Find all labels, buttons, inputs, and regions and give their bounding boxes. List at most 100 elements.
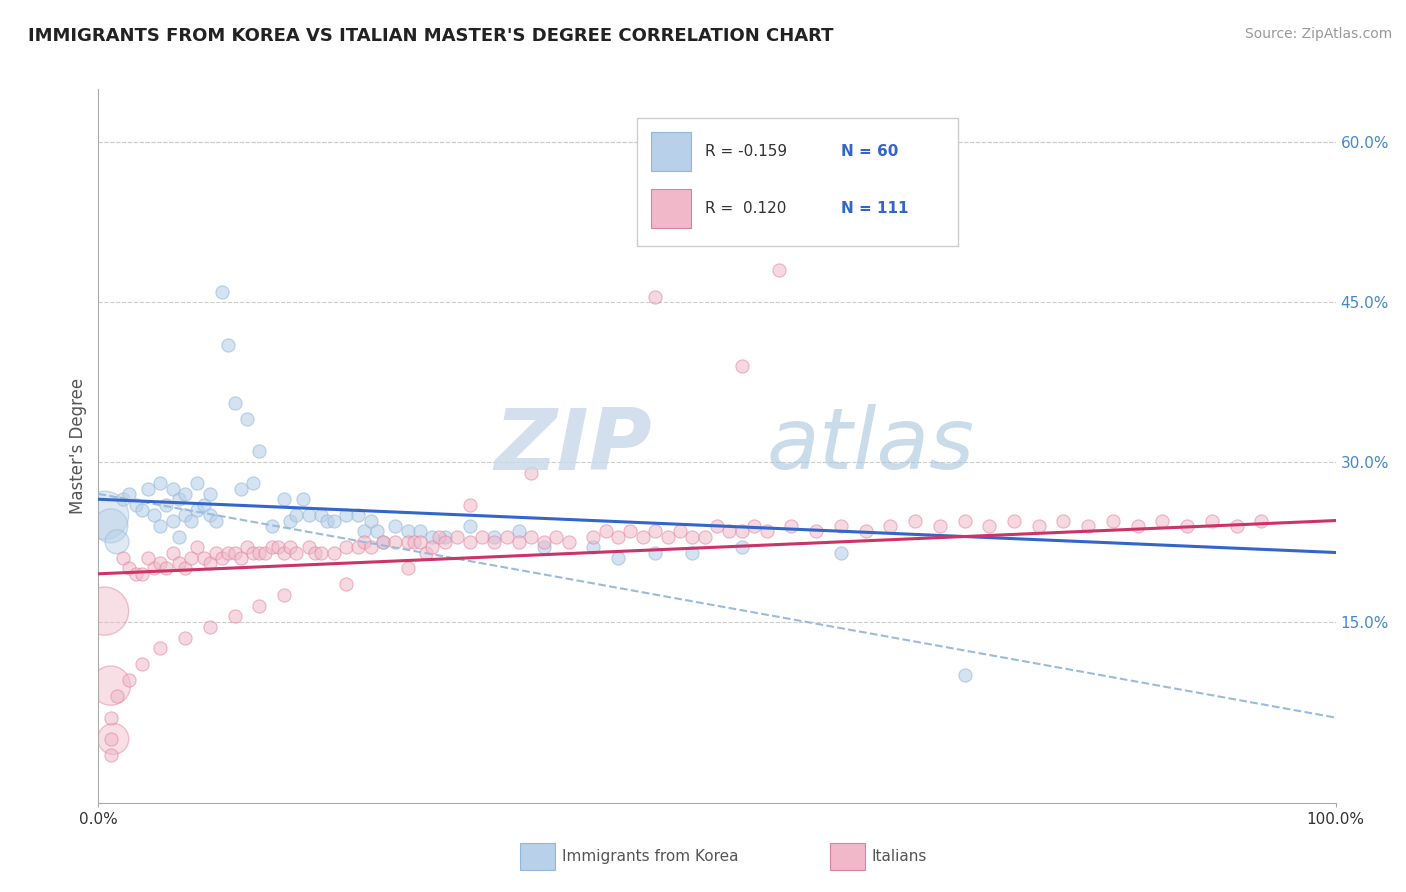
Point (211, 550, 233, 565)
Point (433, 534, 456, 549)
Point (353, 524, 375, 539)
Point (1028, 519, 1050, 533)
Point (162, 514, 184, 528)
Point (804, 231, 827, 245)
Point (260, 519, 283, 533)
Point (557, 534, 579, 549)
Point (422, 529, 444, 543)
FancyBboxPatch shape (637, 118, 959, 246)
Point (273, 588, 295, 602)
Point (112, 492, 135, 507)
Point (236, 412, 259, 426)
Point (247, 545, 270, 559)
Point (198, 620, 221, 634)
Point (830, 545, 852, 559)
Point (162, 545, 184, 559)
Point (681, 529, 703, 543)
Point (229, 550, 252, 565)
Point (278, 540, 301, 554)
Point (347, 508, 370, 523)
Point (347, 540, 370, 554)
Point (755, 524, 778, 539)
Point (193, 550, 215, 565)
Point (508, 524, 530, 539)
Point (582, 540, 605, 554)
Point (533, 534, 555, 549)
Point (304, 545, 326, 559)
Point (260, 540, 283, 554)
Point (118, 673, 141, 688)
Point (180, 550, 202, 565)
Point (360, 514, 382, 528)
Point (186, 540, 208, 554)
Point (291, 492, 314, 507)
Point (928, 519, 950, 533)
Point (162, 482, 184, 496)
Point (1250, 514, 1272, 528)
Point (149, 641, 172, 656)
Point (427, 529, 450, 543)
Point (100, 679, 122, 693)
Point (118, 561, 141, 575)
Point (718, 524, 741, 539)
Point (155, 561, 177, 575)
Point (433, 529, 456, 543)
Point (396, 534, 419, 549)
FancyBboxPatch shape (651, 132, 692, 171)
Point (582, 529, 605, 543)
Point (471, 529, 494, 543)
Point (198, 508, 221, 523)
Point (100, 747, 122, 762)
Point (100, 710, 122, 724)
Point (657, 529, 679, 543)
Point (644, 545, 666, 559)
Point (693, 529, 716, 543)
Point (316, 514, 339, 528)
Point (384, 534, 406, 549)
Text: Immigrants from Korea: Immigrants from Korea (562, 849, 740, 863)
Point (236, 540, 259, 554)
Point (285, 508, 308, 523)
Point (607, 550, 630, 565)
Point (186, 503, 208, 517)
Point (242, 545, 264, 559)
Point (1077, 519, 1099, 533)
Point (409, 534, 432, 549)
Text: Italians: Italians (872, 849, 927, 863)
Point (174, 631, 197, 645)
Point (446, 529, 468, 543)
Point (415, 545, 437, 559)
Point (198, 487, 221, 501)
Point (103, 731, 125, 746)
Point (1175, 519, 1198, 533)
Point (124, 566, 146, 581)
Point (879, 519, 901, 533)
Point (533, 540, 555, 554)
Point (855, 524, 877, 539)
Point (131, 566, 153, 581)
Point (100, 731, 122, 746)
Point (247, 599, 270, 613)
Text: IMMIGRANTS FROM KOREA VS ITALIAN MASTER'S DEGREE CORRELATION CHART: IMMIGRANTS FROM KOREA VS ITALIAN MASTER'… (28, 27, 834, 45)
Point (309, 508, 332, 523)
Point (422, 540, 444, 554)
Point (644, 524, 666, 539)
Point (396, 561, 419, 575)
Point (768, 263, 790, 277)
Point (335, 508, 357, 523)
Point (93, 604, 115, 618)
Point (1102, 514, 1125, 528)
FancyBboxPatch shape (651, 189, 692, 228)
Point (105, 534, 128, 549)
Point (229, 482, 252, 496)
Point (278, 514, 301, 528)
Point (131, 503, 153, 517)
Point (904, 514, 927, 528)
Point (224, 609, 246, 624)
Point (149, 519, 172, 533)
Point (360, 540, 382, 554)
Point (731, 540, 754, 554)
Point (167, 556, 190, 570)
Point (669, 524, 692, 539)
Point (112, 550, 135, 565)
